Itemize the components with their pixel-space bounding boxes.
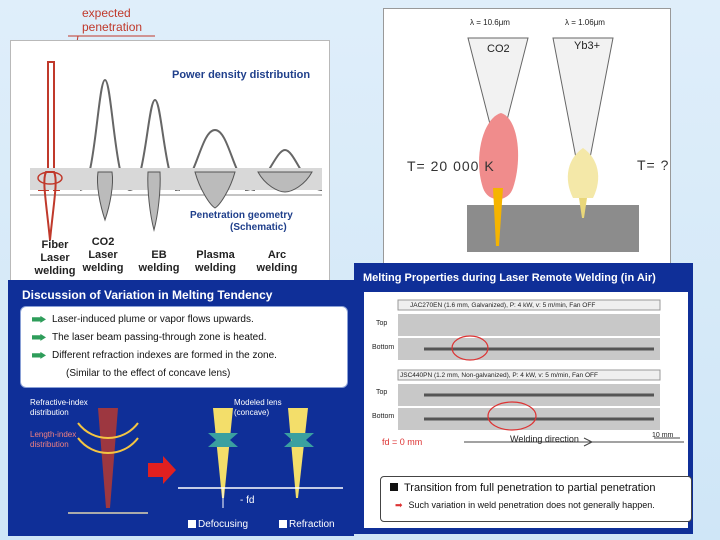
power-density-title: Power density distribution (172, 69, 311, 81)
expected-penetration-note: expected penetration (82, 6, 142, 34)
row-label-bottom-1: Bottom (372, 344, 395, 351)
power-density-figure (30, 61, 323, 241)
legend-refraction: Refraction (289, 519, 335, 530)
temperature-co2: T= 20 000 K (407, 158, 495, 174)
expected-line-1: expected (82, 6, 131, 20)
welding-label-fiber: Fiber Laser welding (34, 239, 76, 277)
melting-title: Melting Properties during Laser Remote W… (363, 272, 656, 284)
transition-text: Transition from full penetration to part… (390, 482, 656, 494)
defocus-distance-label: - fd (240, 495, 255, 506)
refraction-figure (68, 408, 343, 528)
refractive-index-label: Refractive-index distribution (30, 398, 88, 417)
square-bullet-icon (390, 483, 398, 491)
discussion-bullet-3: Different refraction indexes are formed … (32, 350, 277, 361)
discussion-bullet-1: Laser-induced plume or vapor flows upwar… (32, 314, 254, 325)
spec-line-1: JAC270EN (1.6 mm, Galvanized), P: 4 kW, … (410, 302, 596, 309)
scale-label: 10 mm (652, 432, 674, 439)
welding-label-plasma: Plasma welding (195, 249, 236, 274)
welding-label-co2: CO2 Laser welding (82, 236, 124, 274)
penetration-title-line-2: (Schematic) (230, 222, 287, 233)
discussion-title: Discussion of Variation in Melting Tende… (22, 288, 273, 302)
legend-defocusing: Defocusing (198, 519, 249, 530)
welding-comparison-panel (10, 40, 330, 284)
arrow-bullet-icon (32, 333, 46, 341)
row-label-top-2: Top (376, 389, 388, 396)
arrow-bullet-icon (32, 315, 46, 323)
arrow-right-icon: ➡ (395, 500, 403, 510)
concave-lens-note: (Similar to the effect of concave lens) (66, 368, 231, 379)
yb-nozzle-label: Yb3+ (574, 40, 600, 52)
co2-nozzle-label: CO2 (487, 43, 510, 55)
expected-line-2: penetration (82, 20, 143, 34)
length-index-label: Length-index distribution (30, 430, 77, 449)
discussion-bullet-box (20, 306, 348, 388)
welding-direction-label: Welding direction (510, 434, 579, 444)
spec-line-2: JSC440PN (1.2 mm, Non-galvanized), P: 4 … (400, 372, 598, 379)
penetration-geometry-title: Penetration geometry (Schematic) (190, 210, 320, 234)
modeled-lens-label: Modeled lens (concave) (234, 398, 282, 417)
welding-label-eb: EB welding (138, 249, 180, 274)
focus-label: fd = 0 mm (382, 437, 423, 447)
temperature-yb: T= ? (637, 157, 670, 173)
transition-note: ➡ Such variation in weld penetration does… (395, 500, 655, 510)
lambda-co2: λ = 10.6μm (470, 18, 510, 27)
row-label-top-1: Top (376, 320, 388, 327)
penetration-title-line-1: Penetration geometry (190, 210, 293, 221)
welding-label-arc: Arc welding (256, 249, 298, 274)
plume-figure (467, 37, 639, 252)
lambda-yb: λ = 1.06μm (565, 18, 605, 27)
transition-note-box (380, 476, 692, 522)
arrow-bullet-icon (32, 351, 46, 359)
row-label-bottom-2: Bottom (372, 413, 395, 420)
discussion-bullet-2: The laser beam passing-through zone is h… (32, 332, 267, 343)
weld-bead-figure (397, 299, 684, 447)
